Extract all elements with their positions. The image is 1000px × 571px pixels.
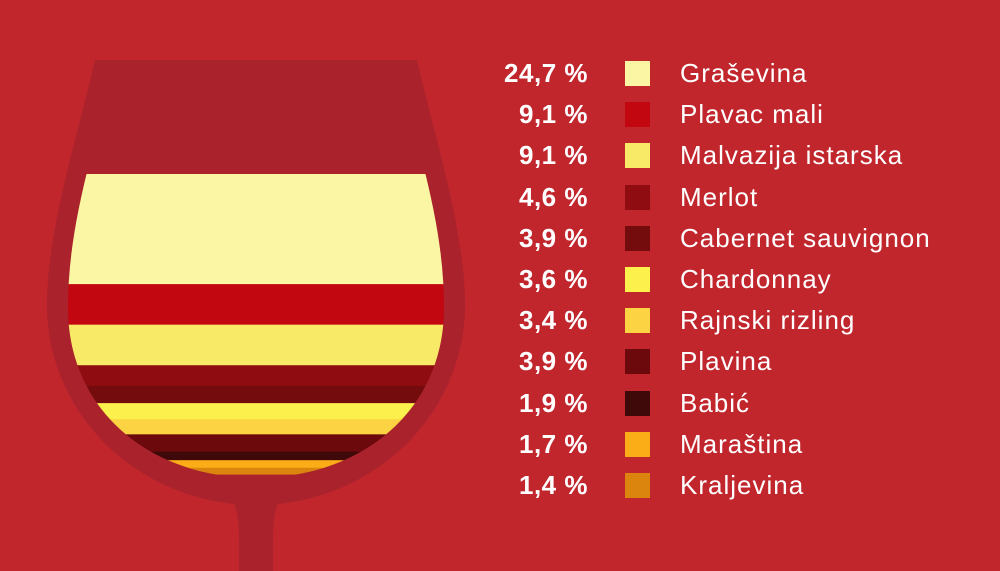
legend-color-swatch [625, 184, 650, 210]
wine-layer-9 [68, 460, 444, 469]
legend-color-swatch [625, 472, 650, 498]
legend-color-swatch [625, 308, 650, 334]
wine-layers-group [68, 174, 444, 475]
legend-percent: 3,9 % [519, 222, 588, 253]
legend-percent: 9,1 % [519, 140, 588, 171]
legend-label: Plavina [680, 346, 773, 377]
wine-layer-6 [68, 419, 444, 435]
legend-label: Merlot [680, 181, 759, 212]
legend-row: 3,9 % Cabernet sauvignon [496, 218, 931, 259]
wine-layer-7 [68, 434, 444, 453]
wine-layer-0 [68, 174, 444, 285]
wine-layer-1 [68, 284, 444, 326]
wine-glass-stem [200, 472, 312, 571]
legend: 24,7 % Graševina 9,1 % Plavac mali 9,1 % Malv… [496, 53, 931, 506]
legend-percent: 4,6 % [519, 181, 588, 212]
wine-layer-5 [68, 403, 444, 420]
legend-percent: 24,7 % [504, 58, 588, 89]
wine-glass [47, 60, 465, 571]
legend-percent: 9,1 % [519, 99, 588, 130]
legend-row: 24,7 % Graševina [496, 53, 931, 94]
legend-label: Babić [680, 387, 751, 418]
legend-label: Plavac mali [680, 99, 824, 130]
wine-layer-4 [68, 385, 444, 404]
legend-color-swatch [625, 102, 650, 128]
legend-color-swatch [625, 225, 650, 251]
legend-color-swatch [625, 61, 650, 87]
legend-label: Kraljevina [680, 469, 805, 500]
legend-row: 9,1 % Malvazija istarska [496, 135, 931, 176]
legend-label: Cabernet sauvignon [680, 222, 931, 253]
legend-label: Malvazija istarska [680, 140, 904, 171]
legend-row: 3,9 % Plavina [496, 341, 931, 382]
legend-label: Rajnski rizling [680, 305, 856, 336]
legend-row: 1,4 % Kraljevina [496, 465, 931, 506]
legend-color-swatch [625, 349, 650, 375]
legend-color-swatch [625, 431, 650, 457]
wine-layer-8 [68, 451, 444, 461]
legend-label: Maraština [680, 428, 804, 459]
wine-layer-10 [68, 467, 444, 475]
legend-color-swatch [625, 143, 650, 169]
legend-percent: 1,7 % [519, 428, 588, 459]
legend-row: 3,6 % Chardonnay [496, 259, 931, 300]
legend-percent: 3,9 % [519, 346, 588, 377]
legend-label: Chardonnay [680, 264, 832, 295]
legend-label: Graševina [680, 58, 808, 89]
legend-row: 1,9 % Babić [496, 383, 931, 424]
legend-row: 4,6 % Merlot [496, 177, 931, 218]
legend-row: 9,1 % Plavac mali [496, 94, 931, 135]
legend-percent: 1,4 % [519, 469, 588, 500]
legend-row: 1,7 % Maraština [496, 424, 931, 465]
wine-layer-3 [68, 365, 444, 387]
legend-row: 3,4 % Rajnski rizling [496, 300, 931, 341]
legend-color-swatch [625, 267, 650, 293]
legend-percent: 3,4 % [519, 305, 588, 336]
wine-layer-2 [68, 324, 444, 366]
legend-color-swatch [625, 390, 650, 416]
legend-percent: 3,6 % [519, 264, 588, 295]
legend-percent: 1,9 % [519, 387, 588, 418]
